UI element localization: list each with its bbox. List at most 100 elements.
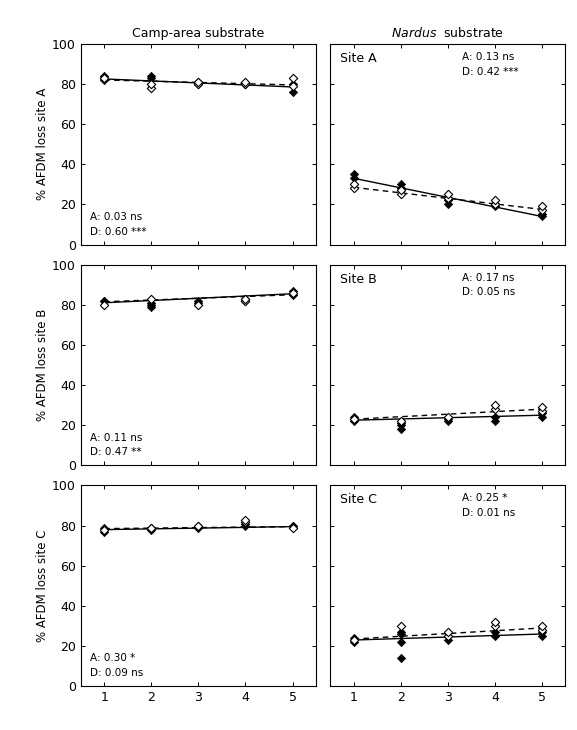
Point (443, 413, 452, 425)
Point (241, 514, 250, 526)
Point (443, 194, 452, 206)
Text: A: 0.03 ns
D: 0.60 ***: A: 0.03 ns D: 0.60 *** (90, 212, 147, 237)
Point (537, 407, 546, 419)
Point (396, 423, 406, 435)
Point (100, 295, 109, 307)
Point (396, 628, 406, 639)
Point (396, 636, 406, 648)
Point (100, 522, 109, 534)
Point (288, 522, 297, 534)
Text: A: 0.11 ns
D: 0.47 **: A: 0.11 ns D: 0.47 ** (90, 433, 143, 457)
Text: Site A: Site A (340, 52, 376, 65)
Point (147, 299, 156, 311)
Point (194, 522, 203, 534)
Point (396, 185, 406, 196)
Point (490, 620, 500, 631)
Point (443, 626, 452, 638)
Point (147, 301, 156, 312)
Text: A: 0.30 *
D: 0.09 ns: A: 0.30 * D: 0.09 ns (90, 653, 144, 678)
Point (443, 630, 452, 642)
Point (100, 72, 109, 84)
Point (396, 415, 406, 427)
Point (147, 523, 156, 535)
Point (537, 620, 546, 631)
Point (100, 70, 109, 82)
Title: $\it{Nardus}$  substrate: $\it{Nardus}$ substrate (391, 26, 504, 40)
Point (349, 413, 358, 425)
Point (443, 188, 452, 200)
Point (288, 520, 297, 531)
Point (194, 78, 203, 90)
Point (241, 293, 250, 304)
Point (396, 179, 406, 191)
Point (194, 76, 203, 88)
Point (288, 78, 297, 90)
Text: A: 0.17 ns
D: 0.05 ns: A: 0.17 ns D: 0.05 ns (462, 273, 515, 297)
Point (537, 626, 546, 638)
Point (490, 630, 500, 642)
Point (288, 86, 297, 98)
Point (100, 295, 109, 307)
Point (147, 70, 156, 82)
Point (349, 411, 358, 423)
Point (443, 199, 452, 210)
Point (288, 285, 297, 296)
Point (349, 169, 358, 180)
Point (490, 403, 500, 415)
Point (490, 199, 500, 210)
Point (443, 411, 452, 423)
Point (288, 520, 297, 531)
Point (100, 526, 109, 537)
Point (537, 411, 546, 423)
Text: Site B: Site B (340, 273, 376, 285)
Point (396, 418, 406, 429)
Point (349, 415, 358, 427)
Point (194, 299, 203, 311)
Point (147, 522, 156, 534)
Point (490, 201, 500, 212)
Point (241, 76, 250, 88)
Point (100, 72, 109, 84)
Y-axis label: % AFDM loss site A: % AFDM loss site A (36, 88, 49, 200)
Point (537, 210, 546, 222)
Point (490, 399, 500, 411)
Point (194, 297, 203, 309)
Point (241, 293, 250, 304)
Point (490, 626, 500, 638)
Text: A: 0.25 *
D: 0.01 ns: A: 0.25 * D: 0.01 ns (462, 493, 515, 518)
Point (396, 182, 406, 194)
Point (537, 405, 546, 417)
Point (443, 415, 452, 427)
Point (349, 179, 358, 191)
Text: Site C: Site C (340, 493, 376, 507)
Point (241, 515, 250, 527)
Point (147, 82, 156, 94)
Point (349, 172, 358, 184)
Point (443, 630, 452, 642)
Point (147, 293, 156, 304)
Point (100, 523, 109, 535)
Point (194, 295, 203, 307)
Point (147, 297, 156, 309)
Point (490, 616, 500, 628)
Point (490, 415, 500, 427)
Y-axis label: % AFDM loss site B: % AFDM loss site B (36, 309, 49, 421)
Point (349, 182, 358, 194)
Point (100, 299, 109, 311)
Point (241, 518, 250, 529)
Point (288, 287, 297, 299)
Point (241, 78, 250, 90)
Point (396, 419, 406, 431)
Point (537, 209, 546, 220)
Point (396, 185, 406, 196)
Point (490, 199, 500, 210)
Title: Camp-area substrate: Camp-area substrate (132, 27, 264, 40)
Point (147, 78, 156, 90)
Point (396, 620, 406, 631)
Point (288, 72, 297, 84)
Point (349, 632, 358, 644)
Point (288, 80, 297, 92)
Point (537, 201, 546, 212)
Point (349, 634, 358, 646)
Text: A: 0.13 ns
D: 0.42 ***: A: 0.13 ns D: 0.42 *** (462, 52, 519, 77)
